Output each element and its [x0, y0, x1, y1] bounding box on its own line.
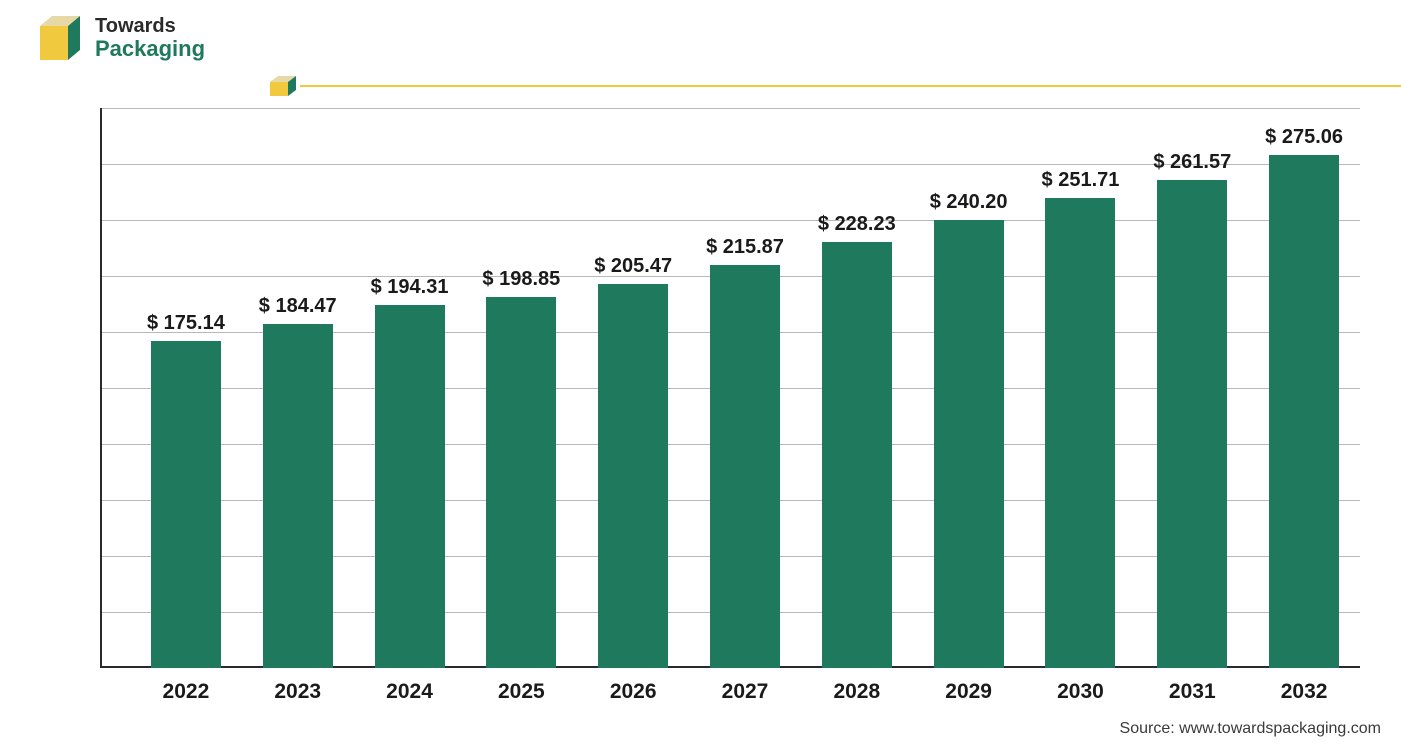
bar — [375, 305, 445, 668]
x-tick-label: 2027 — [722, 680, 769, 704]
bar — [598, 284, 668, 668]
bar — [822, 242, 892, 668]
x-tick-label: 2026 — [610, 680, 657, 704]
bar-value-label: $ 261.57 — [1153, 151, 1231, 174]
bar-value-label: $ 275.06 — [1265, 126, 1343, 149]
bar — [710, 265, 780, 668]
brand-name: Towards Packaging — [95, 16, 205, 60]
x-tick-label: 2032 — [1281, 680, 1328, 704]
brand-line1: Towards — [95, 16, 205, 37]
x-tick-label: 2023 — [274, 680, 321, 704]
bar-value-label: $ 184.47 — [259, 295, 337, 318]
source-text: Source: www.towardspackaging.com — [1120, 720, 1381, 738]
x-tick-label: 2025 — [498, 680, 545, 704]
x-tick-label: 2029 — [945, 680, 992, 704]
bar-value-label: $ 205.47 — [594, 255, 672, 278]
bar-value-label: $ 215.87 — [706, 236, 784, 259]
x-tick-label: 2030 — [1057, 680, 1104, 704]
box-icon — [30, 14, 85, 62]
brand-line2: Packaging — [95, 37, 205, 60]
bar — [151, 341, 221, 668]
brand-logo: Towards Packaging — [30, 14, 205, 62]
bar — [486, 297, 556, 668]
bar — [1157, 180, 1227, 668]
bar-value-label: $ 198.85 — [482, 268, 560, 291]
box-icon-small — [266, 74, 300, 98]
x-tick-label: 2024 — [386, 680, 433, 704]
x-tick-label: 2028 — [833, 680, 880, 704]
bar-value-label: $ 240.20 — [930, 191, 1008, 214]
x-tick-label: 2022 — [163, 680, 210, 704]
bar — [934, 220, 1004, 668]
bar — [1045, 198, 1115, 668]
x-tick-label: 2031 — [1169, 680, 1216, 704]
bar-value-label: $ 228.23 — [818, 213, 896, 236]
divider-line — [300, 85, 1401, 87]
divider-rule — [266, 74, 1401, 98]
gridline — [100, 108, 1360, 109]
bar-value-label: $ 194.31 — [371, 276, 449, 299]
y-axis — [100, 108, 102, 668]
bar — [1269, 155, 1339, 668]
bar — [263, 324, 333, 668]
bar-chart: $ 175.142022$ 184.472023$ 194.312024$ 19… — [100, 108, 1360, 668]
bar-value-label: $ 175.14 — [147, 312, 225, 335]
bar-value-label: $ 251.71 — [1042, 169, 1120, 192]
